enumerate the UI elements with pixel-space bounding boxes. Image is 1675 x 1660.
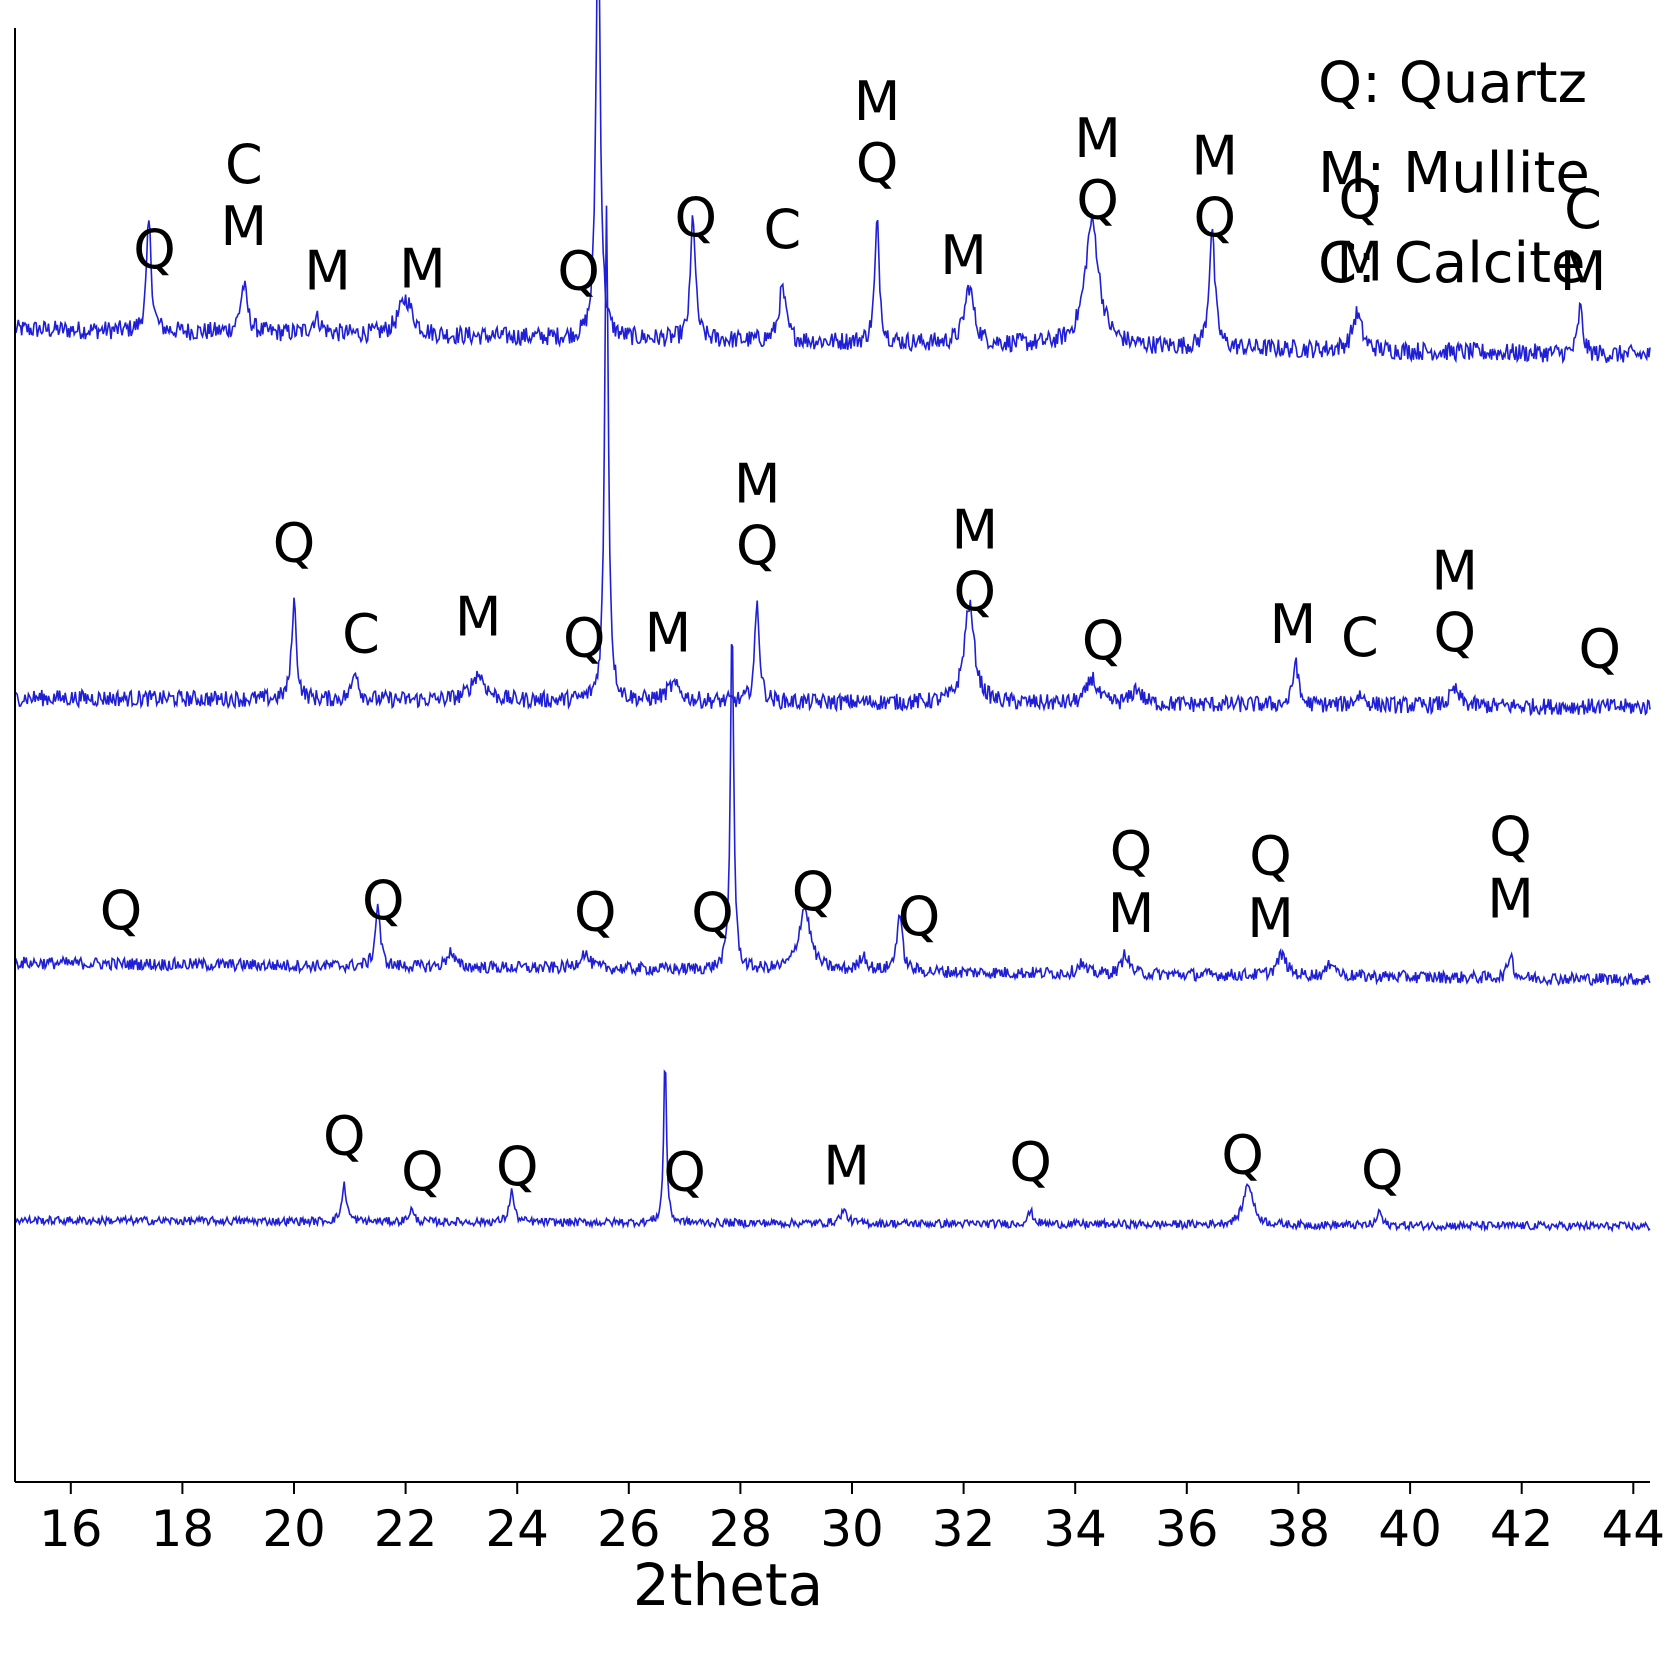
- peak-label-s2-1-1: Q: [273, 512, 316, 575]
- peak-label-s1-11-1: M: [1191, 124, 1238, 187]
- peak-label-s1-4-1: M: [399, 237, 446, 300]
- peak-label-s3-8-1: Q: [1249, 825, 1292, 888]
- peak-label-s1-3-1: M: [304, 240, 351, 303]
- peak-label-s4-2-1: Q: [401, 1141, 444, 1204]
- peak-label-s2-6-2: Q: [736, 514, 779, 577]
- peak-label-s2-10-1: C: [1341, 606, 1379, 669]
- peak-label-s1-10-2: Q: [1076, 169, 1119, 232]
- peak-label-s2-11-2: Q: [1433, 602, 1476, 665]
- peak-label-s2-6-1: M: [734, 452, 781, 515]
- peak-label-s4-1-1: Q: [323, 1105, 366, 1168]
- peak-label-s3-6-1: Q: [898, 886, 941, 949]
- peak-label-s1-5-1: Q: [557, 240, 600, 303]
- peak-label-s1-7-1: C: [763, 198, 801, 261]
- peak-label-s2-12-1: Q: [1579, 618, 1622, 681]
- peak-label-s1-13-1: C: [1564, 178, 1602, 241]
- peak-label-s2-5-1: M: [645, 601, 692, 664]
- x-tick-label-38: 38: [1267, 1500, 1331, 1558]
- peak-label-s3-5-1: Q: [792, 861, 835, 924]
- legend-entry-1: Q: Quartz: [1318, 51, 1587, 116]
- peak-label-s1-10-1: M: [1074, 107, 1121, 170]
- peak-label-s1-12-1: Q: [1339, 169, 1382, 232]
- peak-label-s3-7-1: Q: [1110, 820, 1153, 883]
- peak-label-s4-8-1: Q: [1361, 1139, 1404, 1202]
- xrd-trace-1: [14, 0, 1651, 365]
- peak-label-s2-7-2: Q: [954, 561, 997, 624]
- peak-label-s4-4-1: Q: [663, 1141, 706, 1204]
- x-tick-label-22: 22: [374, 1500, 438, 1558]
- xrd-traces: [14, 0, 1651, 1233]
- xrd-trace-2: [15, 205, 1651, 717]
- peak-label-s3-9-2: M: [1487, 868, 1534, 931]
- x-tick-label-26: 26: [597, 1500, 661, 1558]
- peak-label-s1-11-2: Q: [1193, 186, 1236, 249]
- peak-label-s3-1-1: Q: [100, 879, 143, 942]
- peak-label-s1-2-2: M: [221, 195, 268, 258]
- peak-label-s4-3-1: Q: [496, 1136, 539, 1199]
- x-tick-label-18: 18: [151, 1500, 215, 1558]
- peak-label-s2-11-1: M: [1431, 540, 1478, 603]
- peak-label-s2-9-1: M: [1270, 593, 1317, 656]
- x-tick-label-16: 16: [39, 1500, 103, 1558]
- x-tick-label-24: 24: [485, 1500, 549, 1558]
- peak-label-s1-2-1: C: [225, 133, 263, 196]
- x-tick-label-20: 20: [262, 1500, 326, 1558]
- peak-label-s1-8-2: Q: [856, 132, 899, 195]
- axes: [14, 28, 1650, 1483]
- x-tick-label-42: 42: [1490, 1500, 1554, 1558]
- x-tick-label-44: 44: [1601, 1500, 1665, 1558]
- legend-entry-3: C: Calcite: [1318, 231, 1586, 296]
- peak-label-s4-6-1: Q: [1009, 1131, 1052, 1194]
- legend: Q: Quartz M: Mullite C: Calcite: [1318, 51, 1590, 296]
- peak-label-s4-5-1: M: [823, 1134, 870, 1197]
- xrd-trace-3: [14, 643, 1651, 988]
- x-tick-label-36: 36: [1155, 1500, 1219, 1558]
- peak-label-s2-7-1: M: [952, 499, 999, 562]
- peak-label-s3-3-1: Q: [574, 881, 617, 944]
- peak-label-s2-3-1: M: [455, 586, 502, 649]
- x-tick-label-40: 40: [1378, 1500, 1442, 1558]
- peak-label-s2-4-1: Q: [563, 607, 606, 670]
- peak-label-s1-1-1: Q: [133, 219, 176, 282]
- peak-label-s3-8-2: M: [1247, 887, 1294, 950]
- peak-label-s3-9-1: Q: [1489, 806, 1532, 869]
- peak-label-s1-13-2: M: [1560, 240, 1607, 303]
- x-ticks: 16 18 20 22 24 26 28 30 32 34 36 38 40 42 44: [39, 1482, 1665, 1558]
- x-tick-label-30: 30: [820, 1500, 884, 1558]
- peak-label-s1-12-2: M: [1337, 231, 1384, 294]
- peak-label-s3-4-1: Q: [691, 882, 734, 945]
- peak-label-s3-2-1: Q: [362, 870, 405, 933]
- x-tick-label-34: 34: [1043, 1500, 1107, 1558]
- legend-entry-2: M: Mullite: [1318, 141, 1590, 206]
- x-axis-title: 2theta: [633, 1551, 823, 1619]
- peak-label-s1-8-1: M: [854, 70, 901, 133]
- peak-label-s1-6-1: Q: [675, 186, 718, 249]
- x-tick-label-32: 32: [932, 1500, 996, 1558]
- peak-label-s4-7-1: Q: [1221, 1124, 1264, 1187]
- peak-label-s3-7-2: M: [1108, 882, 1155, 945]
- peak-label-s2-2-1: C: [342, 603, 380, 666]
- peak-label-s1-9-1: M: [940, 224, 987, 287]
- peak-label-s2-8-1: Q: [1082, 610, 1125, 673]
- xrd-trace-4: [14, 1069, 1651, 1233]
- x-tick-label-28: 28: [709, 1500, 773, 1558]
